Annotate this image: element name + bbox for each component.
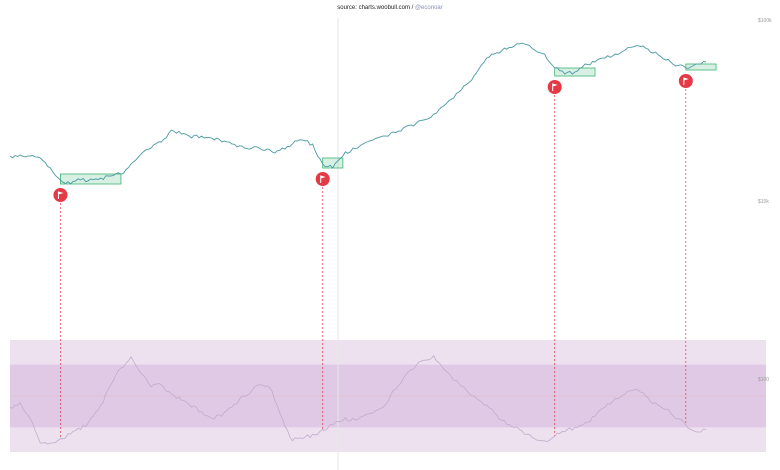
flag-icon — [678, 74, 693, 88]
flag-drop-lines — [60, 81, 687, 439]
flag-icon — [53, 188, 68, 202]
flag-icon — [547, 80, 562, 94]
flag-markers — [53, 74, 693, 202]
flag-icon — [315, 172, 330, 186]
source-separator: / — [409, 5, 415, 11]
price-axis-label-mid: $10k — [758, 199, 769, 205]
price-axis-label-top: $100k — [758, 18, 772, 24]
price-line — [9, 42, 707, 185]
source-prefix: source: charts.woobull.com — [337, 5, 410, 11]
indicator-axis-label: $100 — [758, 377, 769, 383]
highlight-boxes — [60, 63, 717, 185]
indicator-line — [9, 354, 707, 445]
chart-source-caption: source: charts.woobull.com / @econoar — [0, 5, 780, 11]
source-author: @econoar — [414, 5, 443, 11]
indicator-bands — [10, 340, 766, 452]
